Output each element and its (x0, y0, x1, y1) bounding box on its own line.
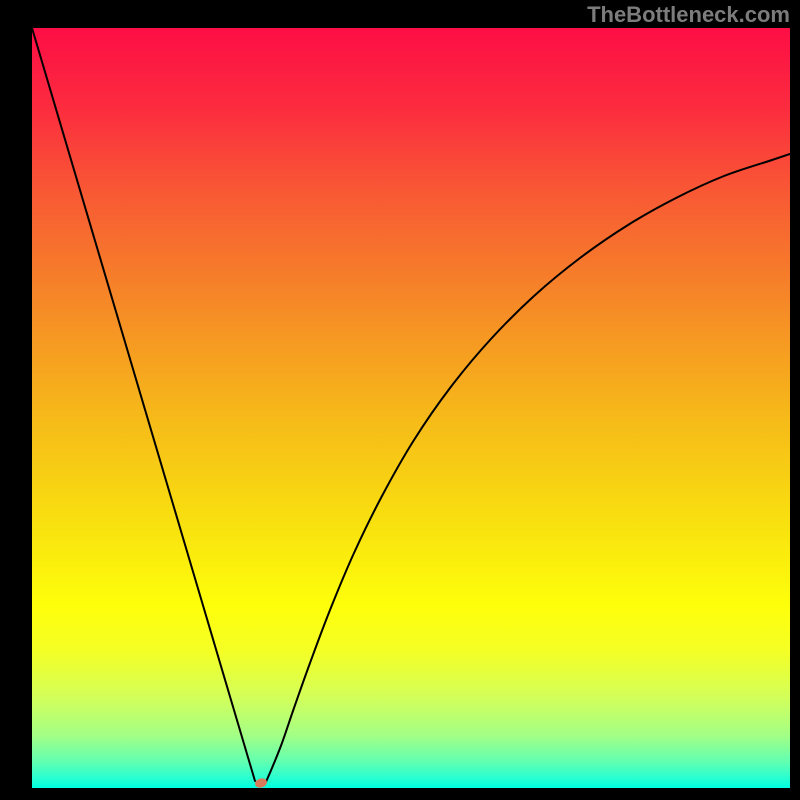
chart-frame: TheBottleneck.com (0, 0, 800, 800)
watermark-text: TheBottleneck.com (587, 2, 790, 28)
curve-left-branch (32, 28, 255, 781)
bottleneck-curve (32, 28, 790, 788)
curve-right-branch (265, 154, 790, 784)
plot-area (32, 28, 790, 788)
minimum-marker (254, 777, 268, 788)
